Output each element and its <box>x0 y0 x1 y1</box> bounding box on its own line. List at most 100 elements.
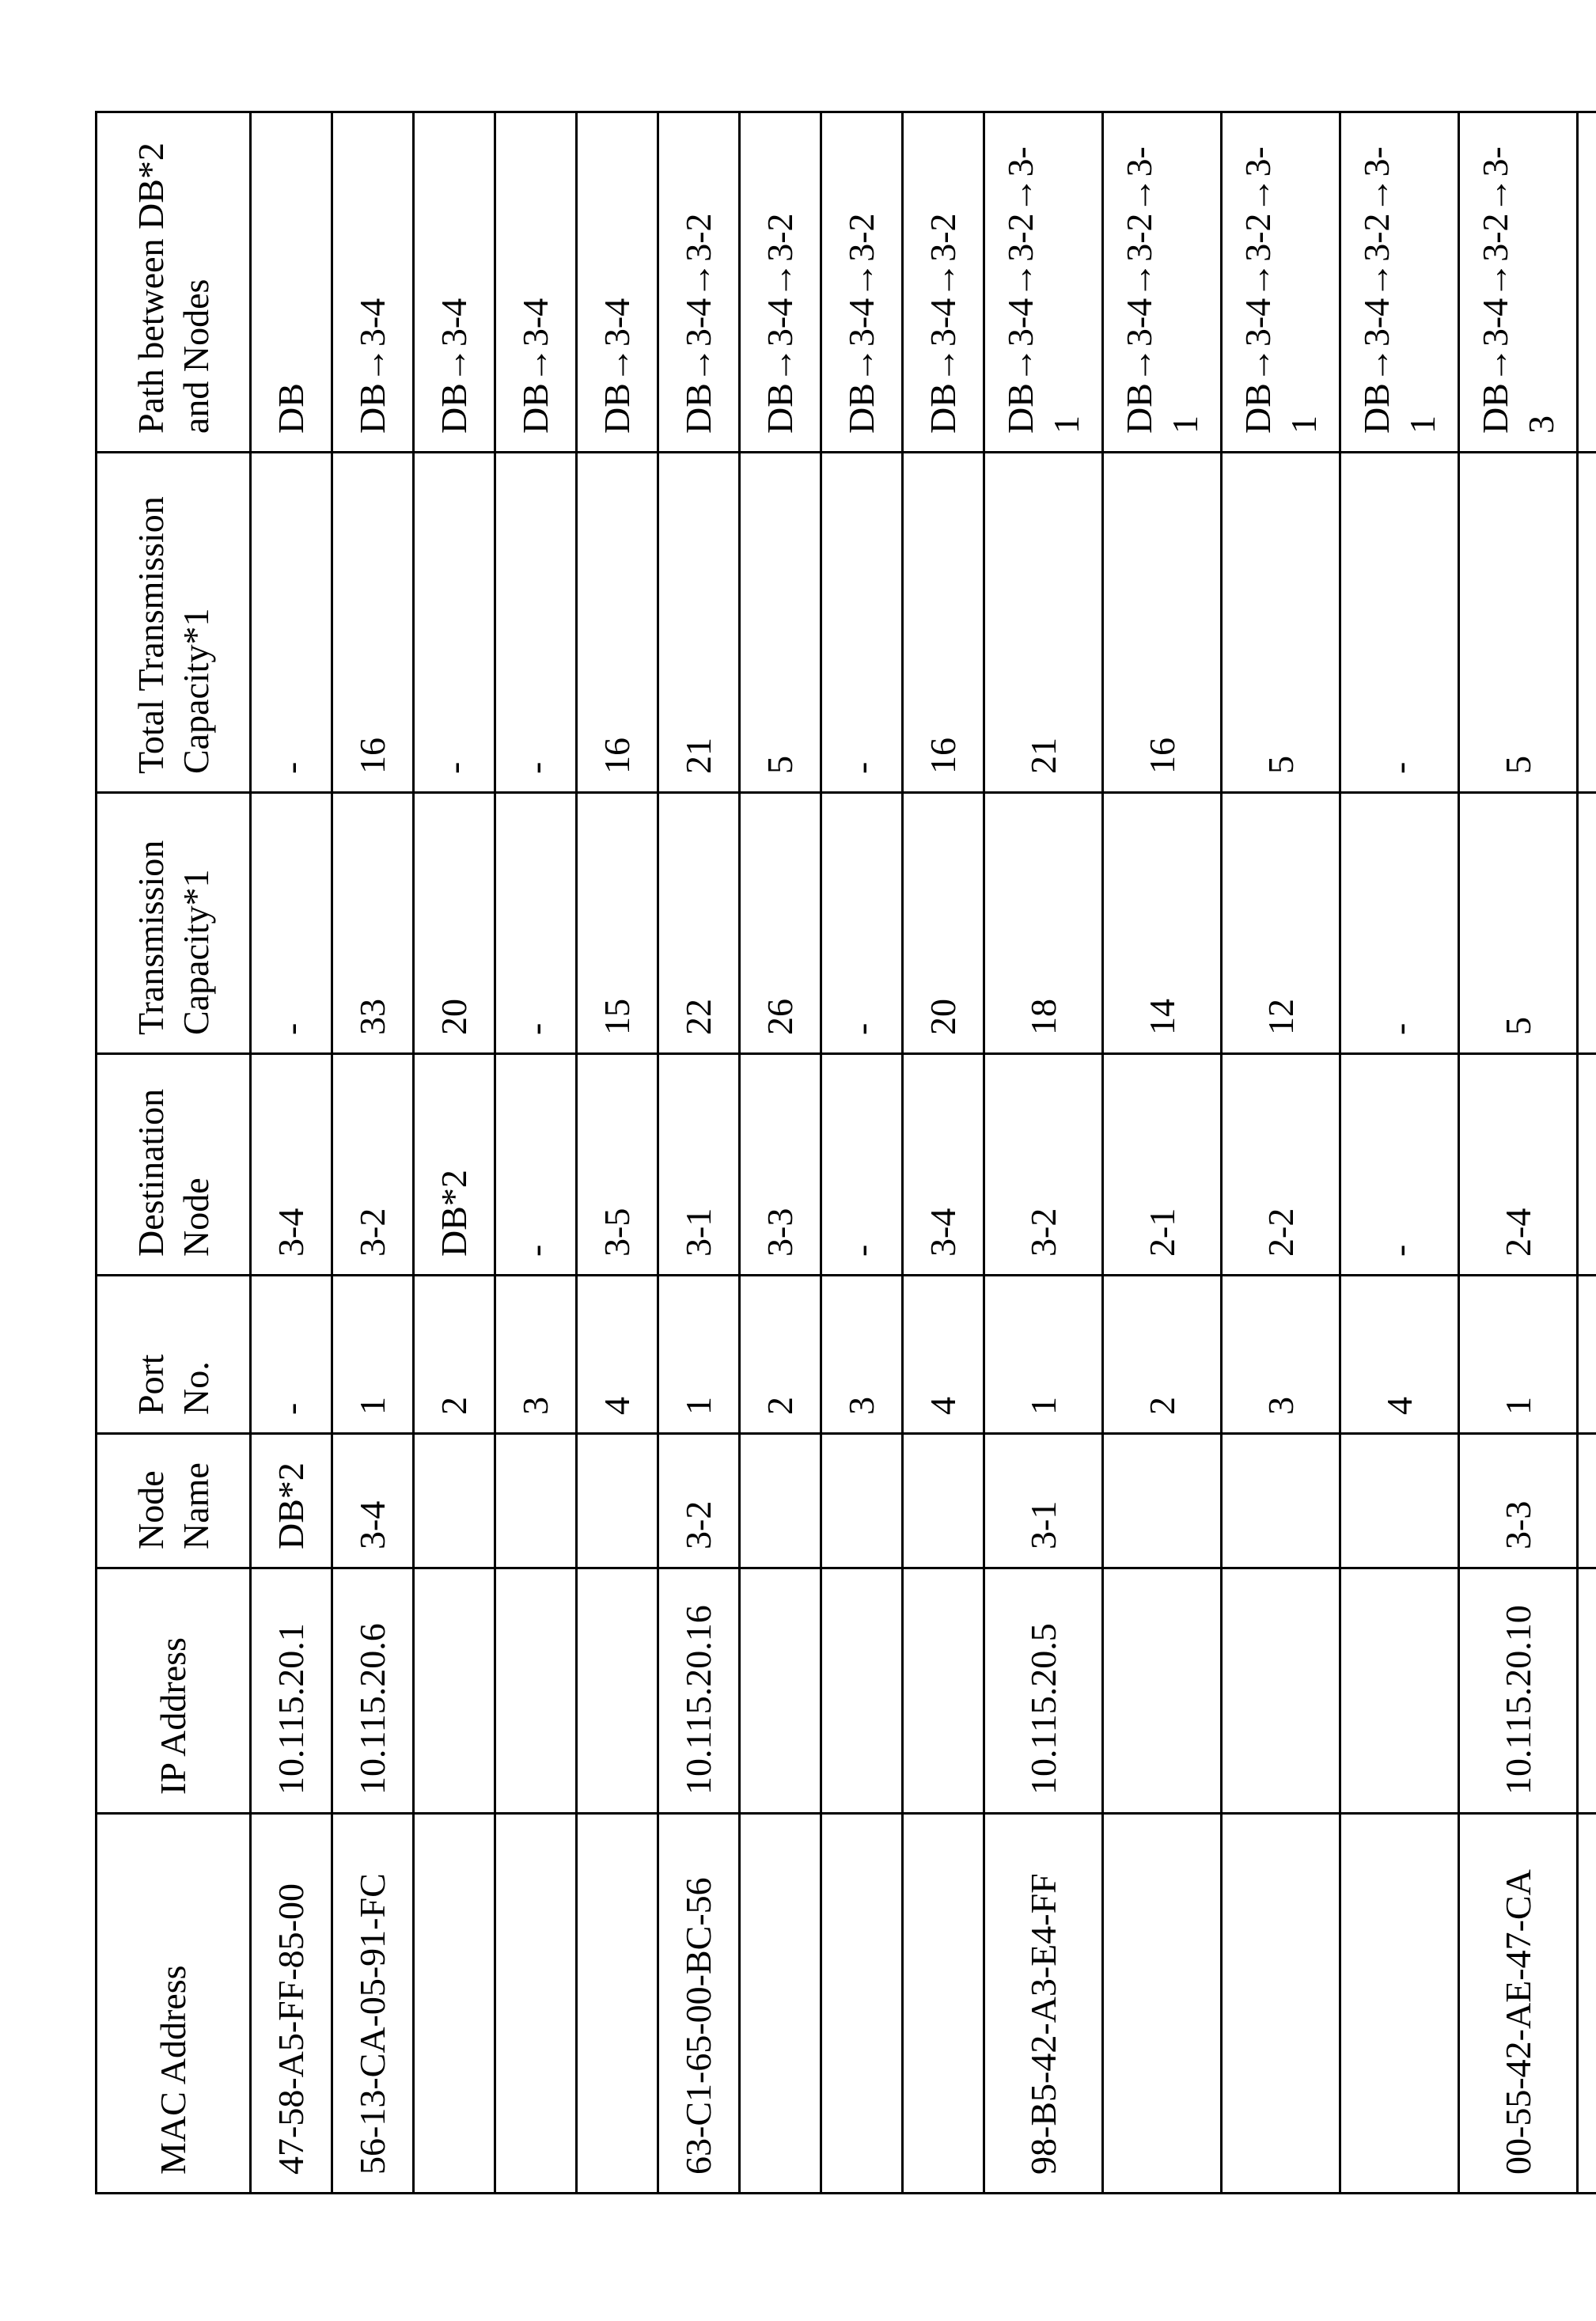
cell-path: DB→3-4 <box>414 112 495 453</box>
cell-totx: 16 <box>332 453 414 793</box>
table-row: 22-11416DB→3-4→3-2→3-1 <box>1103 112 1222 2194</box>
cell-tx: 16 <box>1578 793 1596 1054</box>
cell-port: 2 <box>1103 1276 1222 1434</box>
cell-mac: 63-C1-65-00-BC-56 <box>658 1814 740 2194</box>
cell-tx: 20 <box>903 793 984 1054</box>
cell-dest: 3-1 <box>658 1054 740 1276</box>
table-row: 3---DB→3-4→3-2 <box>821 112 903 2194</box>
cell-mac <box>1222 1814 1340 2194</box>
col-dest: Destination Node <box>97 1054 251 1276</box>
cell-port: 4 <box>1340 1276 1459 1434</box>
cell-totx: 5 <box>740 453 821 793</box>
cell-mac: 98-B5-42-A3-E4-FF <box>984 1814 1103 2194</box>
cell-dest: 2-4 <box>1459 1054 1578 1276</box>
cell-totx: - <box>414 453 495 793</box>
cell-node <box>495 1434 577 1568</box>
cell-ip <box>414 1568 495 1814</box>
cell-port: 2 <box>1578 1276 1596 1434</box>
cell-mac <box>577 1814 658 2194</box>
cell-dest: - <box>821 1054 903 1276</box>
cell-ip <box>821 1568 903 1814</box>
cell-ip: 10.115.20.1 <box>251 1568 332 1814</box>
cell-tx: 22 <box>658 793 740 1054</box>
cell-tx: - <box>1340 793 1459 1054</box>
cell-tx: 33 <box>332 793 414 1054</box>
cell-totx: 16 <box>1103 453 1222 793</box>
cell-path: DB→3-4→3-2 <box>658 112 740 453</box>
cell-mac: 47-58-A5-FF-85-00 <box>251 1814 332 2194</box>
table-row: 43-42016DB→3-4→3-2 <box>903 112 984 2194</box>
table-row: 98-B5-42-A3-E4-FF10.115.20.53-113-21821D… <box>984 112 1103 2194</box>
cell-mac <box>1340 1814 1459 2194</box>
cell-dest: 3-2 <box>1578 1054 1596 1276</box>
table-header-row: MAC Address IP Address Node Name Port No… <box>97 112 251 2194</box>
cell-totx: 16 <box>903 453 984 793</box>
cell-totx: 16 <box>577 453 658 793</box>
cell-path: DB→3-4→3-2→3-3 <box>1459 112 1578 453</box>
cell-node: 3-1 <box>984 1434 1103 1568</box>
cell-node <box>740 1434 821 1568</box>
cell-dest: - <box>495 1054 577 1276</box>
cell-totx: 21 <box>984 453 1103 793</box>
cell-path: DB→3-4 <box>495 112 577 453</box>
table-row: 2DB*220-DB→3-4 <box>414 112 495 2194</box>
cell-path: DB→3-4→3-2 <box>821 112 903 453</box>
col-totx: Total Transmission Capacity*1 <box>97 453 251 793</box>
table-row: 32-2125DB→3-4→3-2→3-1 <box>1222 112 1340 2194</box>
table-row: 23-2165DB→3-4→3-2→3-3 <box>1578 112 1596 2194</box>
cell-dest: 3-2 <box>332 1054 414 1276</box>
col-node: Node Name <box>97 1434 251 1568</box>
table-row: 63-C1-65-00-BC-5610.115.20.163-213-12221… <box>658 112 740 2194</box>
cell-dest: 2-1 <box>1103 1054 1222 1276</box>
cell-port: 4 <box>577 1276 658 1434</box>
cell-path: DB→3-4 <box>332 112 414 453</box>
cell-tx: 26 <box>740 793 821 1054</box>
cell-mac <box>414 1814 495 2194</box>
col-path: Path between DB*2 and Nodes <box>97 112 251 453</box>
network-table: MAC Address IP Address Node Name Port No… <box>95 111 1596 2194</box>
cell-port: - <box>251 1276 332 1434</box>
cell-port: 3 <box>495 1276 577 1434</box>
cell-ip <box>1103 1568 1222 1814</box>
cell-mac <box>740 1814 821 2194</box>
cell-ip <box>740 1568 821 1814</box>
cell-totx: - <box>495 453 577 793</box>
cell-node <box>821 1434 903 1568</box>
cell-port: 4 <box>903 1276 984 1434</box>
cell-ip <box>495 1568 577 1814</box>
cell-ip <box>1578 1568 1596 1814</box>
cell-dest: 3-2 <box>984 1054 1103 1276</box>
col-mac: MAC Address <box>97 1814 251 2194</box>
cell-port: 3 <box>1222 1276 1340 1434</box>
cell-ip <box>1340 1568 1459 1814</box>
cell-tx: 15 <box>577 793 658 1054</box>
cell-port: 3 <box>821 1276 903 1434</box>
cell-tx: - <box>821 793 903 1054</box>
cell-port: 2 <box>414 1276 495 1434</box>
cell-totx: 5 <box>1222 453 1340 793</box>
cell-tx: - <box>495 793 577 1054</box>
col-tx: Transmission Capacity*1 <box>97 793 251 1054</box>
cell-mac <box>1103 1814 1222 2194</box>
cell-dest: 3-3 <box>740 1054 821 1276</box>
cell-ip: 10.115.20.6 <box>332 1568 414 1814</box>
cell-node: 3-3 <box>1459 1434 1578 1568</box>
table-row: 4---DB→3-4→3-2→3-1 <box>1340 112 1459 2194</box>
cell-dest: - <box>1340 1054 1459 1276</box>
cell-dest: DB*2 <box>414 1054 495 1276</box>
cell-ip: 10.115.20.5 <box>984 1568 1103 1814</box>
cell-tx: 12 <box>1222 793 1340 1054</box>
cell-ip <box>903 1568 984 1814</box>
cell-node <box>903 1434 984 1568</box>
cell-mac <box>1578 1814 1596 2194</box>
cell-path: DB→3-4→3-2→3-1 <box>1222 112 1340 453</box>
table-row: 43-51516DB→3-4 <box>577 112 658 2194</box>
cell-node <box>1578 1434 1596 1568</box>
cell-node: DB*2 <box>251 1434 332 1568</box>
cell-ip: 10.115.20.10 <box>1459 1568 1578 1814</box>
cell-port: 1 <box>1459 1276 1578 1434</box>
cell-totx: - <box>821 453 903 793</box>
cell-dest: 3-4 <box>903 1054 984 1276</box>
cell-mac <box>821 1814 903 2194</box>
cell-node <box>1340 1434 1459 1568</box>
